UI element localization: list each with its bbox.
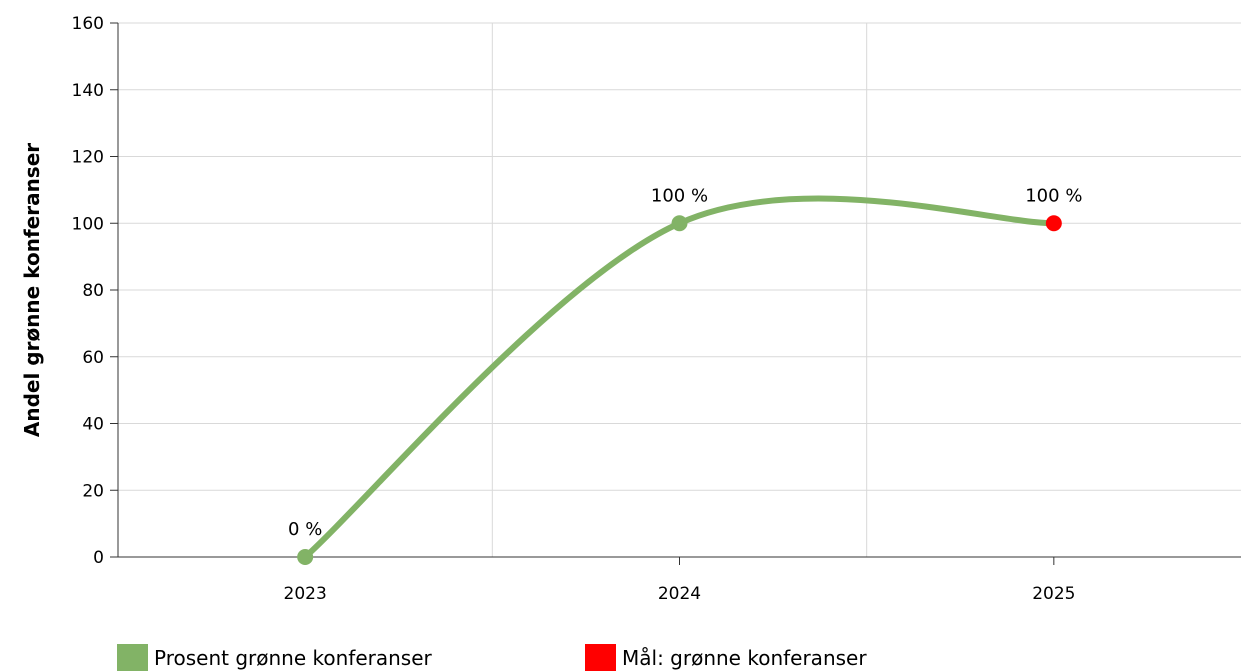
x-tick-label: 2024 bbox=[658, 584, 701, 604]
data-label: 100 % bbox=[1025, 185, 1082, 206]
data-point-marker bbox=[1045, 215, 1062, 232]
y-axis-title: Andel grønne konferanser bbox=[20, 143, 44, 437]
x-tick-label: 2023 bbox=[284, 584, 327, 604]
y-tick-label: 80 bbox=[82, 281, 104, 301]
y-tick-label: 40 bbox=[82, 415, 104, 435]
data-point-marker bbox=[297, 549, 314, 565]
legend-swatch-green bbox=[117, 644, 148, 671]
y-tick-label: 160 bbox=[72, 14, 104, 34]
y-tick-label: 100 bbox=[72, 214, 104, 234]
y-tick-label: 0 bbox=[93, 548, 104, 568]
y-tick-label: 20 bbox=[82, 481, 104, 501]
grid-lines bbox=[118, 22, 1241, 557]
line-chart: 0 20 40 60 80 100 120 140 160 2023 2024 2025 0 % 100… bbox=[20, 14, 1241, 604]
axes bbox=[110, 22, 1241, 565]
series-line-prosent-gronne-konferanser bbox=[302, 195, 1057, 560]
legend: Prosent grønne konferanser Mål: grønne k… bbox=[0, 644, 1241, 671]
data-label: 100 % bbox=[651, 185, 708, 206]
data-point-marker bbox=[671, 215, 688, 232]
series-layer bbox=[297, 195, 1062, 565]
data-label: 0 % bbox=[288, 519, 322, 540]
legend-item-series-1[interactable]: Prosent grønne konferanser bbox=[117, 644, 432, 671]
legend-item-series-2[interactable]: Mål: grønne konferanser bbox=[585, 644, 867, 671]
legend-label: Prosent grønne konferanser bbox=[154, 645, 432, 670]
x-tick-label: 2025 bbox=[1032, 584, 1075, 604]
data-labels: 0 % 100 % 100 % bbox=[288, 185, 1082, 540]
y-tick-label: 120 bbox=[72, 148, 104, 168]
legend-swatch-red bbox=[585, 644, 616, 671]
legend-label: Mål: grønne konferanser bbox=[622, 645, 867, 670]
tick-labels: 0 20 40 60 80 100 120 140 160 2023 2024 2025 bbox=[72, 14, 1076, 604]
y-tick-label: 60 bbox=[82, 348, 104, 368]
y-tick-label: 140 bbox=[72, 81, 104, 101]
